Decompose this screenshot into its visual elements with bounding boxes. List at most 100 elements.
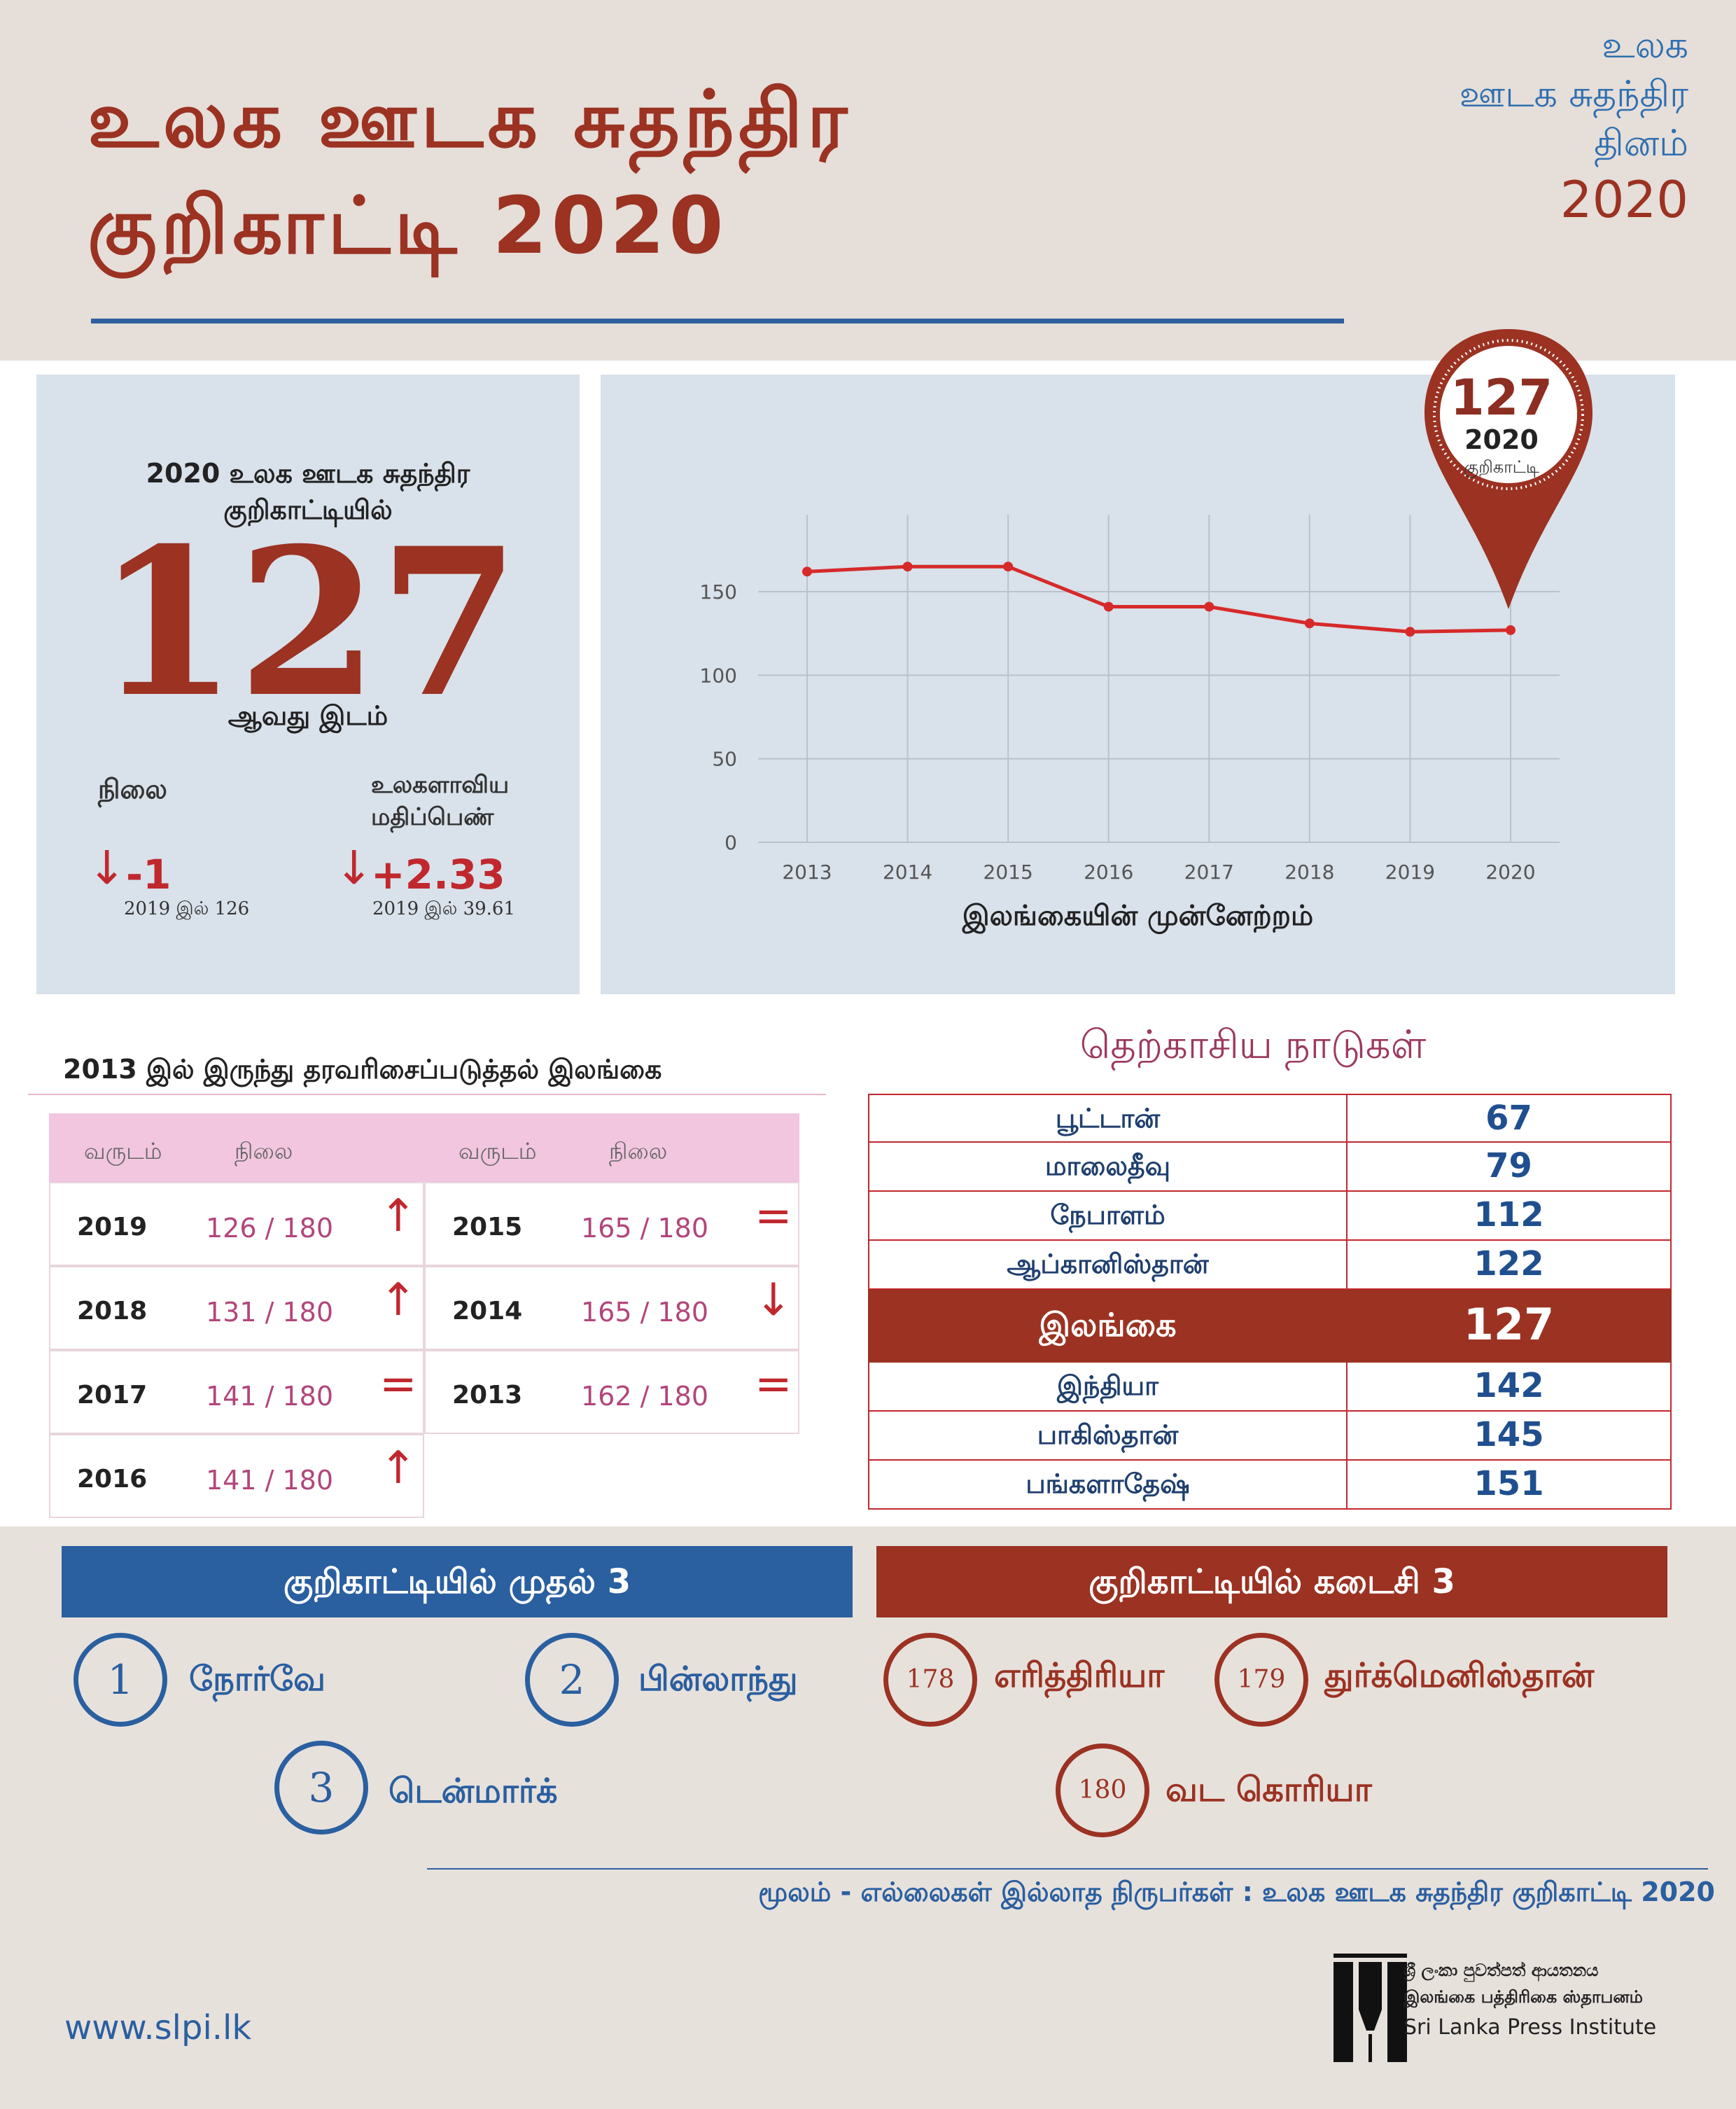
position-delta: -1	[126, 851, 172, 898]
table-row: 2015 165 / 180 =	[424, 1182, 799, 1266]
rank-badge: 1	[74, 1633, 167, 1727]
score-delta: +2.33	[371, 851, 505, 898]
row-rank: 131 / 180	[206, 1297, 334, 1328]
country-name: நேபாளம்	[869, 1192, 1348, 1239]
x-tick-label: 2018	[1284, 861, 1334, 884]
rank-label: ஆவது இடம்	[227, 700, 388, 731]
country-name: மாலைதீவு	[869, 1143, 1348, 1190]
row-rank: 141 / 180	[206, 1381, 334, 1412]
trend-equal-icon: =	[755, 1190, 792, 1242]
country-name: இந்தியா	[869, 1363, 1348, 1410]
col-header-year: வருடம்	[84, 1138, 162, 1164]
table-row: பாகிஸ்தான் 145	[868, 1412, 1672, 1461]
x-tick-label: 2014	[883, 861, 932, 884]
rank-badge: 2	[525, 1633, 619, 1727]
logo-text-english: Sri Lanka Press Institute	[1404, 2015, 1657, 2040]
table-row: பங்களாதேஷ் 151	[868, 1461, 1672, 1510]
south-asia-table: பூட்டான் 67 மாலைதீவு 79 நேபாளம் 112 ஆப்க…	[868, 1094, 1672, 1510]
series-line	[806, 564, 1511, 634]
data-point-2015	[1003, 562, 1014, 572]
trend-equal-icon: =	[379, 1358, 417, 1410]
row-year: 2013	[452, 1381, 523, 1410]
data-point-2019	[1405, 627, 1415, 637]
data-point-2014	[902, 562, 913, 572]
col-header-rank: நிலை	[609, 1138, 668, 1164]
pin-label: குறிகாட்டி	[1464, 457, 1539, 477]
table-row: பூட்டான் 67	[868, 1094, 1672, 1143]
country-name: பூட்டான்	[869, 1095, 1348, 1141]
country-name: துர்க்மெனிஸ்தான்	[1324, 1656, 1595, 1695]
country-rank: 145	[1474, 1415, 1544, 1454]
country-name: பாகிஸ்தான்	[869, 1412, 1348, 1459]
row-year: 2018	[77, 1297, 148, 1325]
global-score-label-line-1: உலகளாவிய	[371, 771, 510, 799]
y-tick-label: 150	[700, 580, 737, 604]
trend-equal-icon: =	[755, 1358, 792, 1410]
x-tick-label: 2015	[983, 861, 1033, 884]
country-rank: 112	[1474, 1195, 1544, 1234]
table-row: 2019 126 / 180 ↑	[49, 1182, 424, 1266]
pin-year: 2020	[1464, 424, 1539, 455]
row-rank: 141 / 180	[206, 1465, 334, 1496]
corner-badge: உலக ஊடக சுதந்திர தினம் 2020	[1198, 21, 1688, 231]
corner-line-1: உலக	[1602, 25, 1688, 67]
country-name: ஆப்கானிஸ்தான்	[869, 1241, 1348, 1288]
table-row: மாலைதீவு 79	[868, 1143, 1672, 1192]
down-arrow-icon: ↓	[335, 841, 374, 895]
global-score-label: உலகளாவிய மதிப்பெண்	[371, 769, 509, 833]
position-previous: 2019 இல் 126	[124, 898, 250, 919]
ranking-heading: 2013 இல் இருந்து தரவரிசைப்படுத்தல் இலங்க…	[63, 1054, 662, 1085]
score-previous: 2019 இல் 39.61	[372, 898, 516, 919]
chart-x-ticks: 2013 2014 2015 2016 2017 2018 2019 2020	[782, 861, 1535, 884]
country-name: டென்மார்க்	[388, 1772, 558, 1811]
y-tick-label: 100	[700, 664, 737, 687]
country-rank: 142	[1474, 1366, 1544, 1405]
top3-heading: குறிகாட்டியில் முதல் 3	[62, 1546, 853, 1617]
header-band	[0, 0, 1736, 361]
row-rank: 165 / 180	[581, 1213, 709, 1244]
col-header-rank: நிலை	[234, 1138, 293, 1164]
page-title: உலக ஊடக சுதந்திர குறிகாட்டி 2020	[88, 67, 1138, 279]
table-row: 2018 131 / 180 ↑	[49, 1266, 424, 1350]
data-point-2016	[1103, 601, 1114, 612]
position-label: நிலை	[98, 774, 167, 805]
data-point-2017	[1204, 601, 1214, 612]
row-rank: 165 / 180	[581, 1297, 709, 1328]
table-row: 2017 141 / 180 =	[49, 1350, 424, 1434]
country-name: நோர்வே	[189, 1659, 326, 1699]
chart-title: இலங்கையின் முன்னேற்றம்	[962, 900, 1314, 932]
table-row: 2016 141 / 180 ↑	[49, 1434, 424, 1518]
country-rank: 127	[1463, 1299, 1555, 1350]
slpi-logo-icon	[1334, 1954, 1407, 2062]
title-line-2: குறிகாட்டி 2020	[88, 181, 728, 272]
south-asia-heading: தெற்காசிய நாடுகள்	[1079, 1022, 1427, 1068]
score-heading-line-2: குறிகாட்டியில்	[223, 494, 393, 525]
y-tick-label: 0	[724, 831, 737, 854]
trend-up-icon: ↑	[379, 1274, 417, 1326]
row-year: 2019	[77, 1213, 148, 1241]
title-line-1: உலக ஊடக சுதந்திர	[88, 74, 852, 165]
table-row-highlighted: இலங்கை 127	[868, 1290, 1672, 1363]
trend-up-icon: ↑	[379, 1190, 417, 1242]
score-heading-line-1: 2020 உலக ஊடக சுதந்திர	[146, 458, 470, 489]
rank-number: 127	[96, 504, 520, 742]
rank-badge: 180	[1056, 1743, 1149, 1837]
pin-rank: 127	[1450, 369, 1553, 426]
country-name: எரித்திரியா	[994, 1656, 1165, 1695]
chart-points	[802, 562, 1516, 637]
bottom3-heading: குறிகாட்டியில் கடைசி 3	[876, 1546, 1667, 1617]
data-point-2013	[802, 566, 812, 577]
ranking-table-header	[49, 1113, 799, 1182]
table-row: 2014 165 / 180 ↓	[424, 1266, 799, 1350]
data-point-2020	[1506, 625, 1516, 635]
website-link[interactable]: www.slpi.lk	[64, 2008, 252, 2047]
table-row: இந்தியா 142	[868, 1363, 1672, 1412]
rank-badge: 178	[883, 1633, 977, 1727]
row-year: 2015	[452, 1213, 523, 1241]
rank-badge: 3	[274, 1741, 368, 1835]
corner-line-3: தினம்	[1594, 123, 1688, 165]
col-header-year: வருடம்	[458, 1138, 537, 1164]
row-year: 2017	[77, 1381, 148, 1410]
country-name: இலங்கை	[869, 1290, 1348, 1361]
